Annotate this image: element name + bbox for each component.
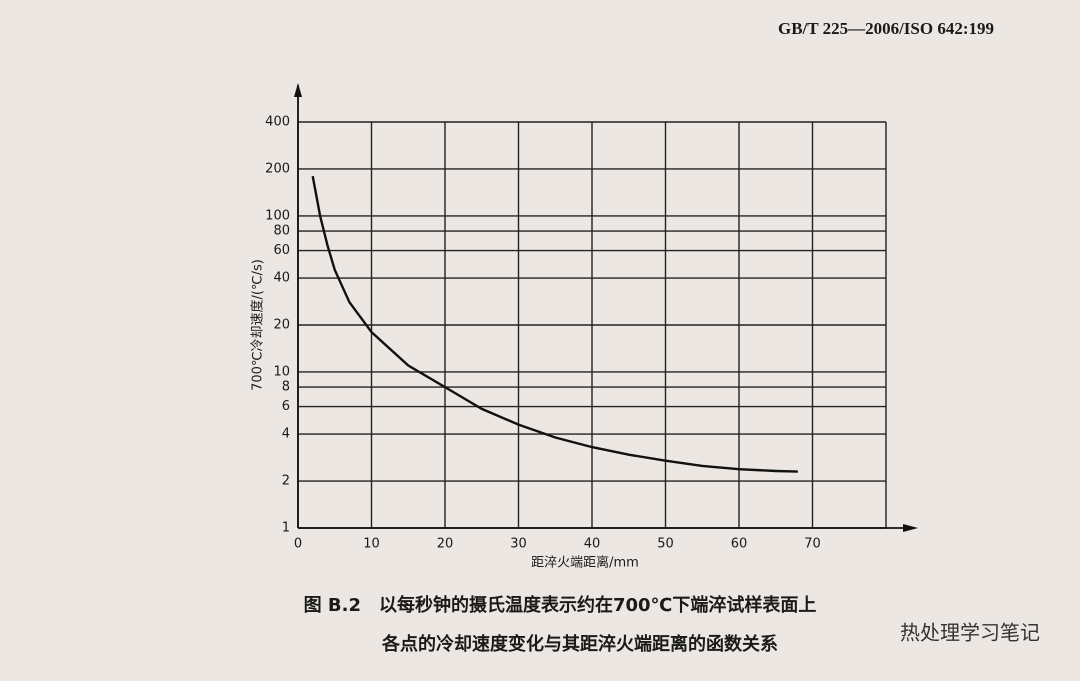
y-tick-label: 400 [265, 115, 290, 130]
watermark: 热处理学习笔记 [900, 621, 1040, 645]
x-tick-label: 50 [657, 537, 674, 552]
y-tick-label: 4 [282, 427, 290, 442]
y-tick-label: 6 [282, 399, 290, 414]
x-tick-label: 10 [363, 537, 380, 552]
x-tick-label: 40 [584, 537, 601, 552]
y-tick-label: 20 [273, 318, 290, 333]
x-tick-label: 20 [437, 537, 454, 552]
y-tick-label: 1 [282, 521, 290, 536]
x-tick-label: 30 [510, 537, 527, 552]
curve [311, 175, 798, 473]
y-tick-label: 10 [273, 364, 290, 379]
x-tick-label: 70 [804, 537, 821, 552]
x-arrow [903, 524, 918, 532]
y-tick-label: 8 [282, 380, 290, 395]
y-tick-label: 200 [265, 161, 290, 176]
x-tick-label: 60 [731, 537, 748, 552]
y-arrow [294, 83, 302, 97]
y-axis-label: 700℃冷却速度/(℃/s) [250, 259, 266, 391]
y-tick-label: 80 [273, 224, 290, 239]
caption-line: 各点的冷却速度变化与其距淬火端距离的函数关系 [381, 633, 778, 655]
y-tick-label: 2 [282, 474, 290, 489]
y-tick-label: 60 [273, 243, 290, 258]
caption-line: 图 B.2 以每秒钟的摄氏温度表示约在700℃下端淬试样表面上 [304, 594, 817, 616]
header: GB/T 225—2006/ISO 642:199 [778, 19, 994, 38]
x-tick-label: 0 [294, 537, 302, 552]
x-axis-label: 距淬火端距离/mm [531, 555, 639, 571]
y-tick-label: 100 [265, 208, 290, 223]
y-tick-label: 40 [273, 271, 290, 286]
